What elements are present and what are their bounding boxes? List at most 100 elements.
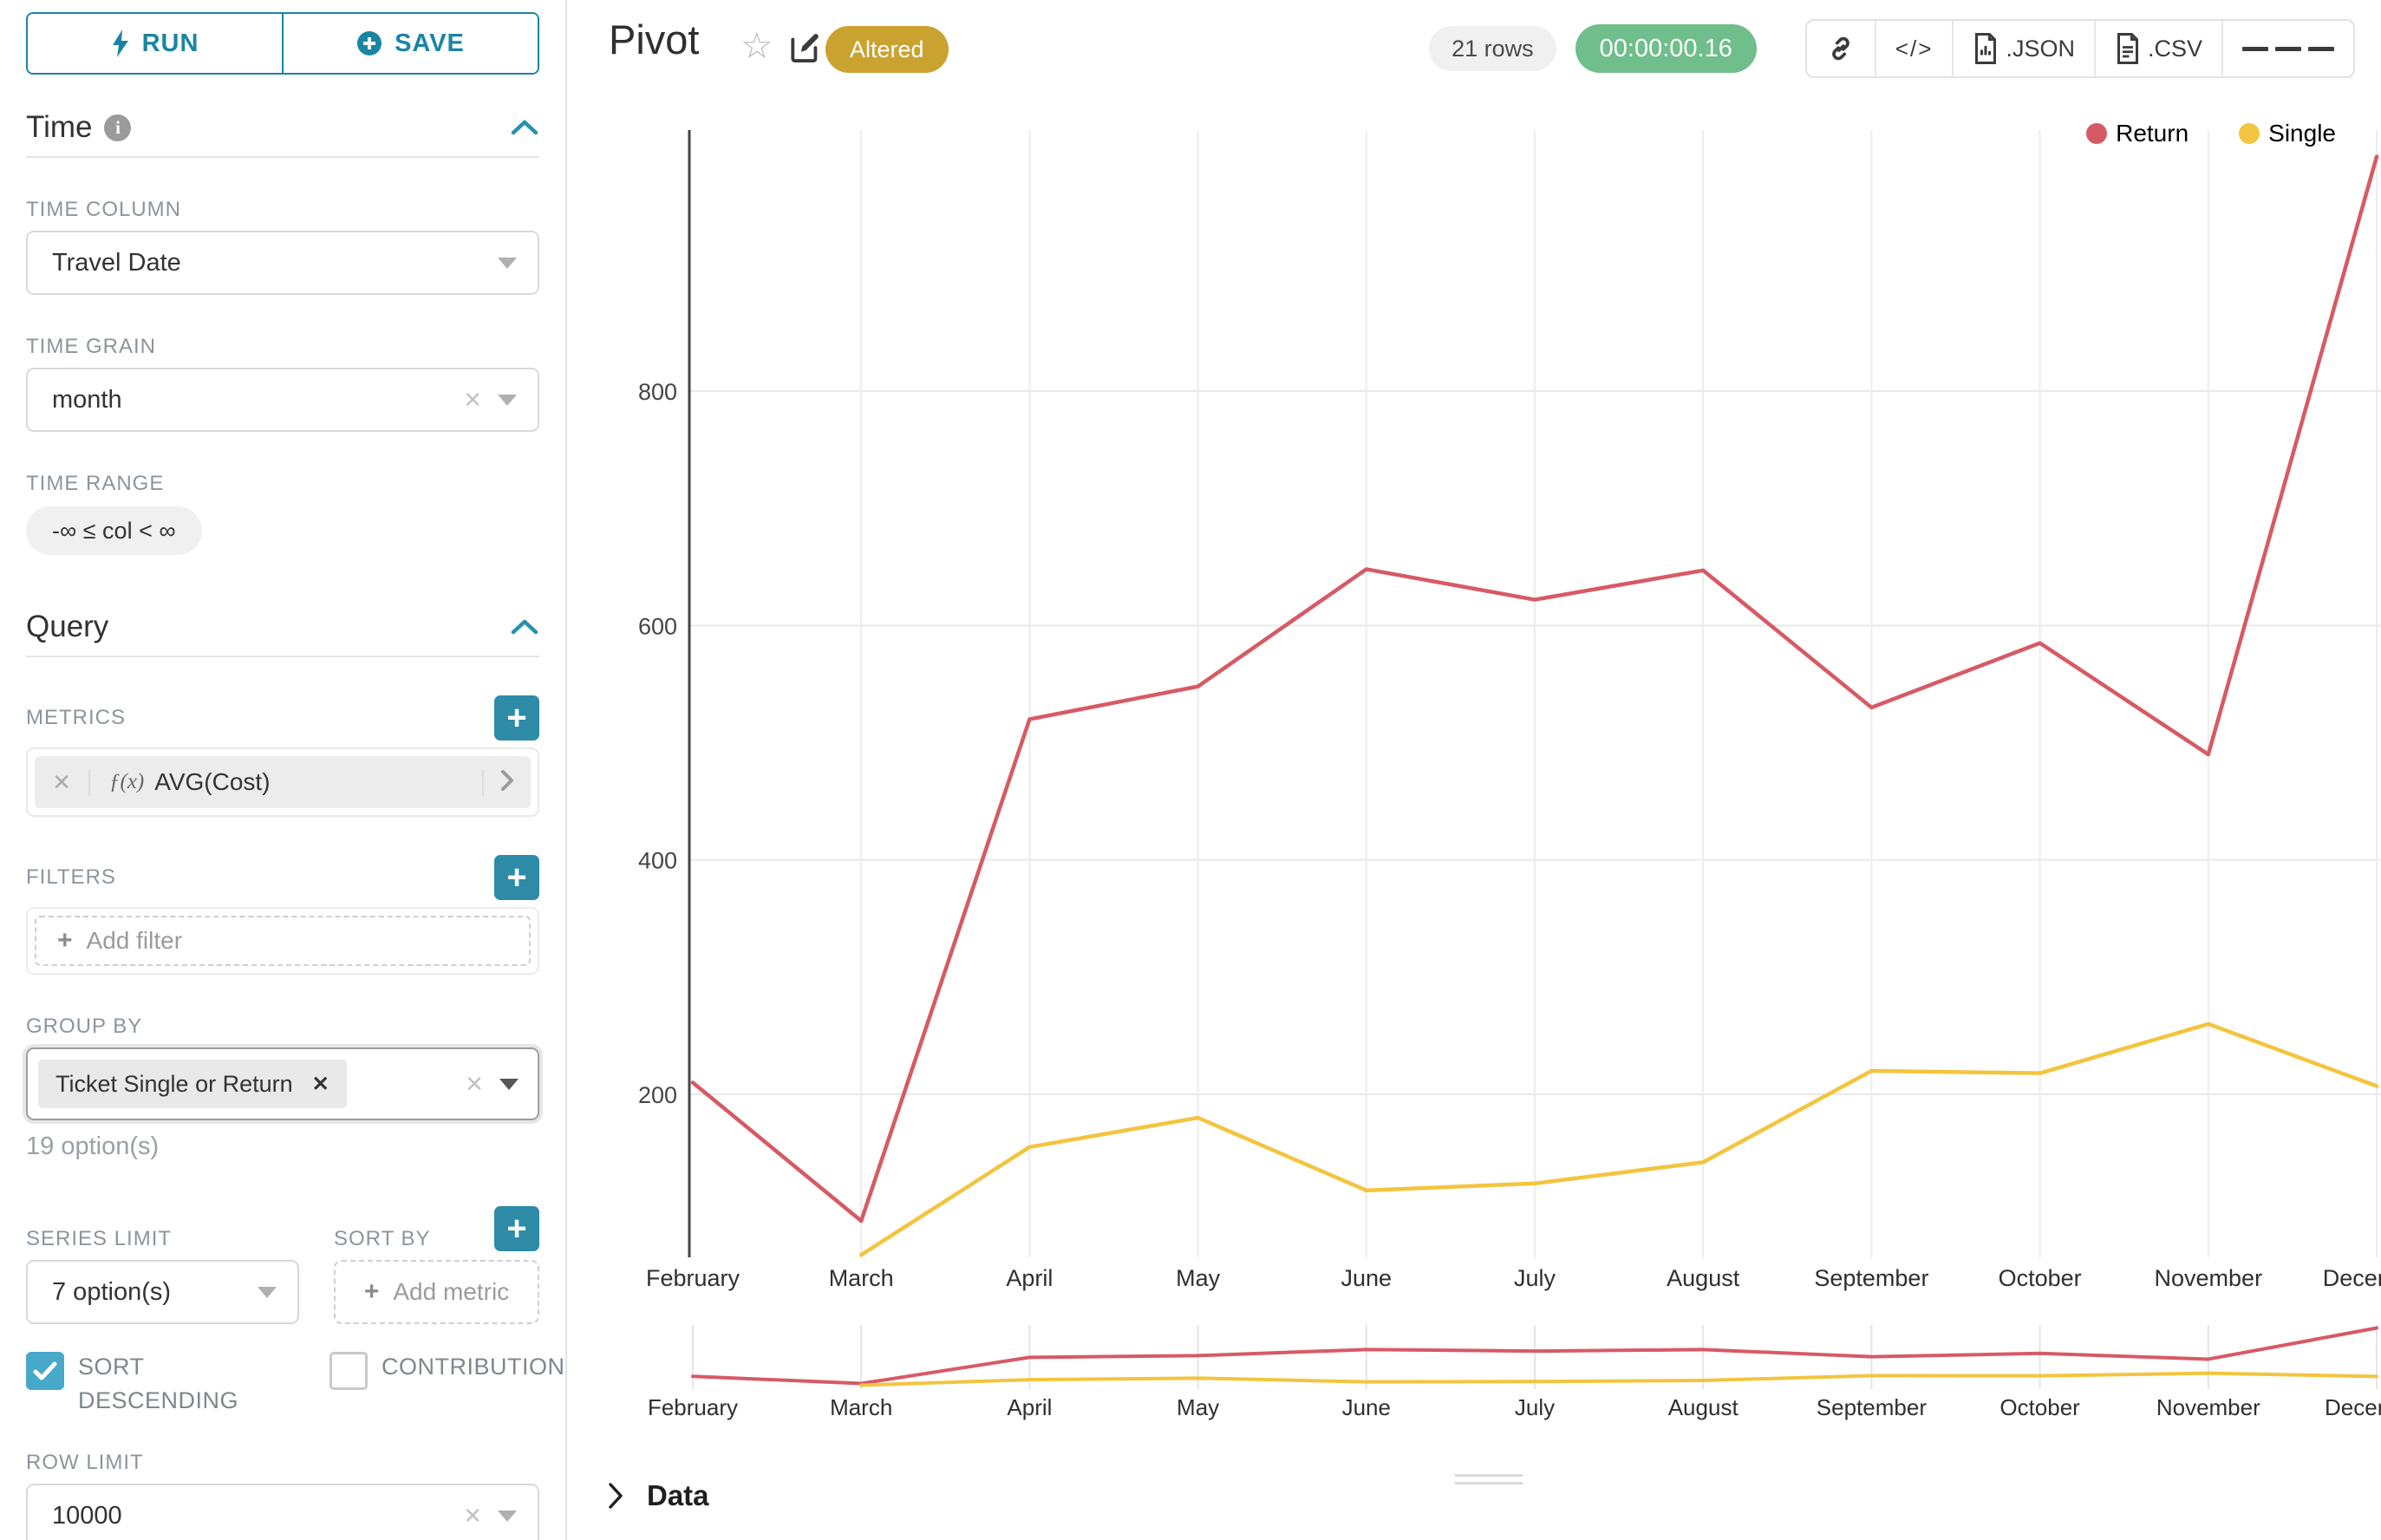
group-by-select[interactable]: Ticket Single or Return ✕ ✕ [26, 1047, 539, 1120]
control-panel: RUN SAVE Time i TIME COLUMN Travel Date … [0, 0, 567, 1540]
y-axis-tick-label: 800 [638, 379, 677, 405]
share-link-button[interactable] [1806, 21, 1876, 76]
remove-metric-icon[interactable]: ✕ [35, 768, 90, 796]
info-icon: i [104, 114, 132, 141]
export-button-group: </> .JSON .CSV [1804, 19, 2355, 78]
series-line-return [690, 154, 2379, 1224]
x-axis-label: October [1999, 1265, 2082, 1291]
run-save-group: RUN SAVE [26, 12, 539, 75]
export-csv-button[interactable]: .CSV [2095, 21, 2223, 76]
legend-item-single[interactable]: Single [2239, 120, 2336, 147]
resize-grabber[interactable] [1455, 1474, 1523, 1490]
clear-icon[interactable]: ✕ [463, 1502, 482, 1529]
contribution-label: CONTRIBUTION [382, 1354, 565, 1380]
chevron-down-icon [498, 257, 517, 269]
time-grain-select[interactable]: month ✕ [26, 368, 539, 432]
filters-box: + Add filter [26, 907, 539, 975]
x-axis-label: November [2155, 1265, 2263, 1291]
remove-tag-icon[interactable]: ✕ [311, 1072, 329, 1096]
y-axis-tick-label: 600 [638, 613, 677, 639]
chevron-down-icon [498, 394, 517, 406]
series-limit-select[interactable]: 7 option(s) [26, 1260, 299, 1324]
code-icon: </> [1895, 35, 1934, 62]
view-query-button[interactable]: </> [1875, 21, 1954, 76]
time-grain-label: TIME GRAIN [26, 335, 157, 358]
x-axis-label: April [1006, 1265, 1053, 1291]
time-column-select[interactable]: Travel Date [26, 231, 539, 295]
line-chart[interactable]: 200 400 600 800 February March April May June Jul… [569, 0, 2381, 1540]
x-axis-label: September [1814, 1265, 1928, 1291]
clear-icon[interactable]: ✕ [463, 386, 482, 413]
chart-title: Pivot [609, 16, 700, 62]
row-count-badge: 21 rows [1429, 26, 1556, 71]
time-range-label: TIME RANGE [26, 472, 165, 495]
sort-by-label: SORT BY [334, 1227, 431, 1250]
chevron-right-icon[interactable] [482, 768, 531, 796]
checkbox-unchecked-icon [329, 1352, 368, 1390]
add-metric-button[interactable]: + [494, 695, 539, 741]
sort-by-placeholder: Add metric [393, 1278, 510, 1305]
legend-label: Return [2116, 120, 2189, 147]
menu-button[interactable] [2223, 21, 2353, 76]
x-axis-label: May [1176, 1265, 1221, 1291]
hamburger-icon [2242, 46, 2268, 51]
y-axis-tick-label: 400 [638, 848, 677, 874]
link-icon [1832, 36, 1849, 61]
file-chart-icon [1975, 33, 1997, 64]
chart-panel: Pivot ☆ Altered 21 rows 00:00:00.16 </> [569, 0, 2381, 1540]
query-section-title: Query [26, 610, 109, 643]
series-limit-label: SERIES LIMIT [26, 1227, 173, 1250]
file-icon [2117, 33, 2138, 64]
filters-label: FILTERS [26, 865, 116, 889]
legend-item-return[interactable]: Return [2086, 120, 2189, 147]
series-limit-block: SERIES LIMIT 7 option(s) [26, 1206, 299, 1324]
sort-descending-checkbox[interactable]: SORT DESCENDING [26, 1350, 243, 1418]
time-section-title: Time [26, 110, 93, 144]
chevron-up-icon[interactable] [510, 617, 539, 636]
legend-label: Single [2268, 120, 2336, 147]
mini-series-line-single [859, 1371, 2378, 1387]
mini-x-axis-label: March [830, 1394, 892, 1420]
favorite-star-icon[interactable]: ☆ [740, 25, 773, 66]
sort-descending-label: SORT DESCENDING [78, 1354, 239, 1414]
chart-header: Pivot ☆ Altered 21 rows 00:00:00.16 </> [569, 0, 2381, 95]
bolt-icon [112, 29, 128, 57]
row-limit-select[interactable]: 10000 ✕ [26, 1484, 539, 1540]
add-sort-metric-dropzone[interactable]: + Add metric [334, 1260, 539, 1324]
export-json-button[interactable]: .JSON [1954, 21, 2096, 76]
save-button[interactable]: SAVE [284, 14, 538, 73]
mini-x-axis-label: December [2325, 1394, 2381, 1420]
add-sort-metric-button[interactable]: + [494, 1206, 539, 1251]
add-filter-button[interactable]: + [494, 855, 539, 900]
plus-circle-icon [357, 31, 382, 55]
time-column-label: TIME COLUMN [26, 198, 181, 221]
data-section-toggle[interactable]: Data [607, 1479, 709, 1512]
run-button[interactable]: RUN [28, 14, 284, 73]
clear-icon[interactable]: ✕ [465, 1070, 484, 1097]
series-limit-value: 7 option(s) [52, 1277, 172, 1306]
mini-x-axis-label: August [1668, 1394, 1739, 1420]
metrics-label: METRICS [26, 706, 126, 729]
mini-x-axis-label: September [1817, 1394, 1928, 1420]
query-section-header: Query [26, 607, 539, 647]
metrics-box: ✕ ƒ(x) AVG(Cost) [26, 747, 539, 817]
query-timer-badge: 00:00:00.16 [1575, 24, 1757, 73]
altered-badge[interactable]: Altered [825, 26, 949, 73]
y-axis-tick-label: 200 [638, 1082, 677, 1108]
mini-x-axis-label: July [1515, 1394, 1555, 1420]
add-filter-placeholder: Add filter [86, 927, 183, 954]
contribution-checkbox[interactable]: CONTRIBUTION [329, 1350, 659, 1418]
time-range-pill[interactable]: -∞ ≤ col < ∞ [26, 506, 202, 555]
time-column-value: Travel Date [52, 248, 181, 277]
add-filter-dropzone[interactable]: + Add filter [35, 916, 531, 966]
row-limit-value: 10000 [52, 1501, 122, 1530]
x-axis-label: August [1667, 1265, 1740, 1291]
chevron-up-icon[interactable] [510, 118, 539, 137]
edit-icon[interactable] [787, 31, 820, 69]
sort-by-block: SORT BY + + Add metric [334, 1206, 539, 1324]
mini-x-axis-label: April [1007, 1394, 1052, 1420]
metric-pill[interactable]: ✕ ƒ(x) AVG(Cost) [35, 756, 531, 808]
legend-dot-icon [2239, 123, 2260, 144]
chevron-down-icon [498, 1510, 517, 1522]
